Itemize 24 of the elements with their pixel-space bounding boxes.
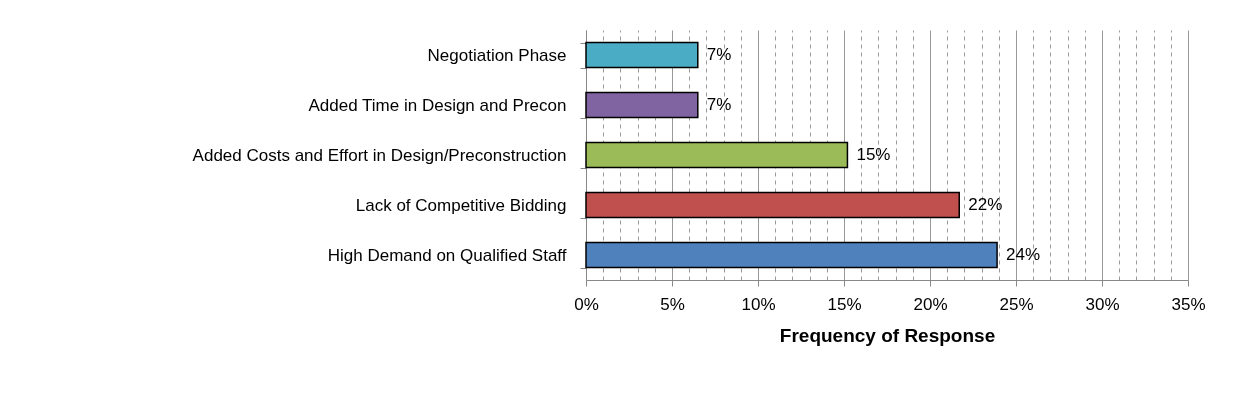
x-tick-label: 20% <box>913 294 948 314</box>
y-tick-label: Lack of Competitive Bidding <box>355 195 567 215</box>
x-tick-label: 0% <box>574 294 599 314</box>
y-tick-label: Added Time in Design and Precon <box>308 95 567 115</box>
bar <box>585 91 699 119</box>
bar <box>585 141 849 169</box>
x-tick-label: 30% <box>1085 294 1120 314</box>
x-tick-label: 25% <box>999 294 1034 314</box>
x-tick-label: 35% <box>1171 294 1206 314</box>
data-label: 7% <box>706 95 732 114</box>
data-label: 24% <box>1006 245 1041 264</box>
y-tick-label: Negotiation Phase <box>427 45 567 65</box>
data-label: 22% <box>968 195 1003 214</box>
bar <box>585 191 960 219</box>
x-tick-label: 5% <box>660 294 685 314</box>
x-axis-title: Frequency of Response <box>779 324 996 346</box>
y-tick-label: Added Costs and Effort in Design/Preconstruction <box>192 145 567 165</box>
data-label: 7% <box>706 45 732 64</box>
data-label: 15% <box>856 145 891 164</box>
y-tick-label: High Demand on Qualified Staff <box>327 245 567 265</box>
x-tick-label: 10% <box>741 294 776 314</box>
bar <box>585 41 699 69</box>
bar <box>585 241 998 269</box>
x-tick-label: 15% <box>827 294 862 314</box>
